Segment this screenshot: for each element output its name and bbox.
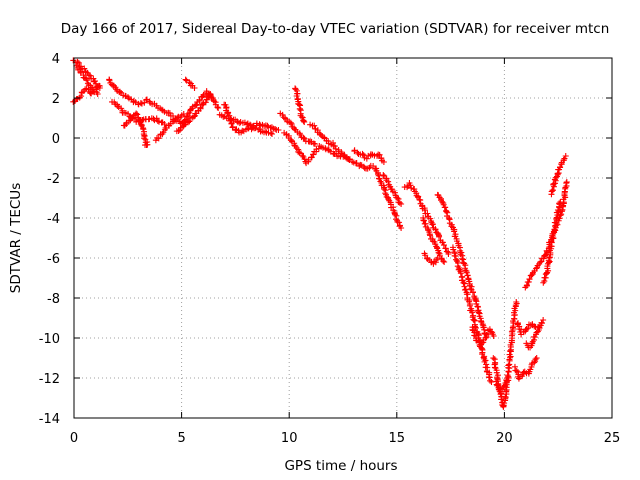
data-point	[167, 110, 173, 116]
data-point	[422, 221, 428, 227]
y-tick-label: -2	[47, 172, 60, 187]
data-point	[461, 284, 467, 290]
y-tick-label: -14	[39, 412, 60, 427]
y-axis-label: SDTVAR / TECUs	[8, 183, 24, 293]
x-tick-label: 10	[281, 431, 298, 446]
y-tick-label: 2	[52, 92, 60, 107]
data-point	[562, 184, 568, 190]
chart: 0 5 10 15 20 25420-2-4-6-8-10-12-14 Day 166 o…	[0, 0, 640, 480]
data-point	[465, 273, 471, 279]
x-tick-label: 25	[604, 431, 621, 446]
data-point	[563, 180, 569, 186]
y-tick-label: -8	[47, 292, 60, 307]
chart-title: Day 166 of 2017, Sidereal Day-to-day VTE…	[61, 21, 610, 37]
data-point	[564, 179, 570, 185]
x-axis-label: GPS time / hours	[284, 458, 397, 474]
data-point	[269, 131, 275, 137]
y-tick-label: -6	[47, 252, 60, 267]
x-tick-label: 20	[496, 431, 513, 446]
data-point	[297, 106, 303, 112]
y-tick-label: -10	[39, 332, 60, 347]
x-tick-label: 15	[389, 431, 406, 446]
x-tick-label: 0	[70, 431, 78, 446]
data-point	[507, 348, 513, 354]
y-tick-label: 0	[52, 132, 60, 147]
y-tick-label: 4	[52, 52, 60, 67]
y-tick-label: -12	[39, 372, 60, 387]
data-point	[382, 190, 388, 196]
data-point	[380, 172, 386, 178]
x-tick-label: 5	[177, 431, 185, 446]
data-point	[550, 187, 556, 193]
data-point	[487, 378, 493, 384]
data-series	[70, 57, 570, 409]
data-point	[183, 77, 189, 83]
data-point	[471, 317, 477, 323]
y-tick-label: -4	[47, 212, 60, 227]
